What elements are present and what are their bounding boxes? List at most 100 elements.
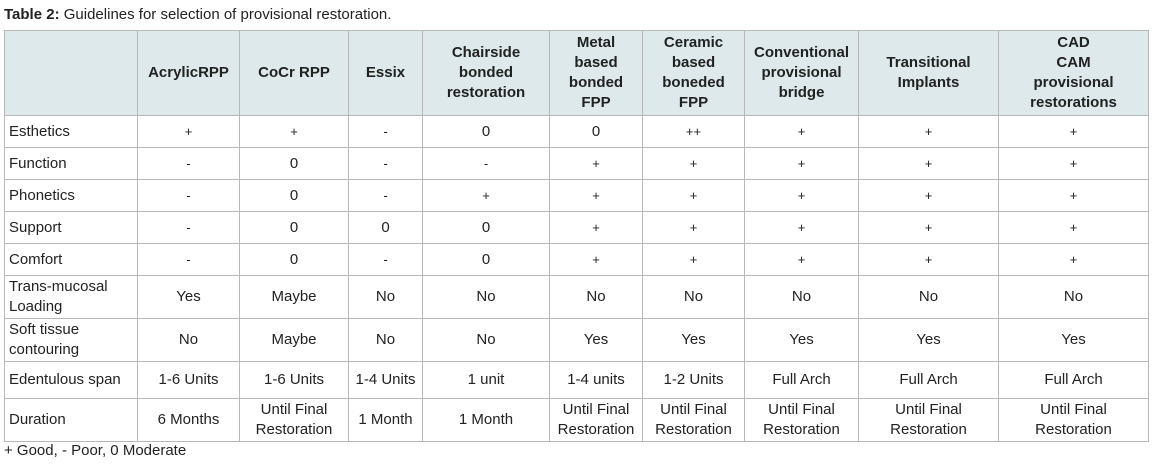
footnote: + Good, - Poor, 0 Moderate — [4, 442, 187, 459]
table-cell: 1 unit — [422, 361, 550, 399]
row-label: Trans-mucosal Loading — [4, 275, 138, 319]
column-header: Metal based bonded FPP — [549, 30, 643, 116]
table-row: Trans-mucosal Loading Yes Maybe No No No No No N… — [4, 275, 1149, 319]
row-label: Soft tissue contouring — [4, 318, 138, 362]
table-cell: + — [549, 243, 643, 276]
table-cell: 6 Months — [137, 398, 240, 442]
table-cell: + — [744, 243, 859, 276]
table-cell: + — [998, 243, 1149, 276]
table-cell: + — [998, 147, 1149, 180]
table-cell: + — [239, 115, 349, 148]
table-cell: - — [348, 115, 423, 148]
table-cell: + — [642, 147, 745, 180]
caption-text: Guidelines for selection of provisional … — [59, 6, 392, 23]
table-cell: No — [422, 318, 550, 362]
table-cell: 0 — [549, 115, 643, 148]
table-cell: No — [549, 275, 643, 319]
table-cell: No — [642, 275, 745, 319]
table-cell: Until Final Restoration — [998, 398, 1149, 442]
table-cell: + — [998, 115, 1149, 148]
column-header: Chairside bonded restoration — [422, 30, 550, 116]
column-header: AcrylicRPP — [137, 30, 240, 116]
table-cell: 0 — [348, 211, 423, 244]
table-row: Soft tissue contouring No Maybe No No Yes Yes Y… — [4, 318, 1149, 362]
column-header: Essix — [348, 30, 423, 116]
table-cell: Yes — [744, 318, 859, 362]
table-cell: + — [549, 179, 643, 212]
table-row: Duration 6 Months Until Final Restoration 1… — [4, 398, 1149, 442]
table-cell: - — [137, 243, 240, 276]
row-label: Comfort — [4, 243, 138, 276]
table-cell: No — [348, 318, 423, 362]
table-cell: + — [642, 243, 745, 276]
table-cell: 0 — [239, 243, 349, 276]
row-label: Support — [4, 211, 138, 244]
table-cell: 1 Month — [422, 398, 550, 442]
table-row: Comfort -0-0 + + + + + — [4, 243, 1149, 276]
table-cell: 1 Month — [348, 398, 423, 442]
table-cell: + — [422, 179, 550, 212]
table-cell: + — [998, 211, 1149, 244]
table-cell: ++ — [642, 115, 745, 148]
column-header: Transitional Implants — [858, 30, 999, 116]
table-row: Function -0- - + + + + + — [4, 147, 1149, 180]
row-label: Phonetics — [4, 179, 138, 212]
table-cell: No — [998, 275, 1149, 319]
table-cell: Full Arch — [858, 361, 999, 399]
table-cell: + — [549, 147, 643, 180]
table-cell: Yes — [642, 318, 745, 362]
table-body: Esthetics + + -0 0 ++ + + + Function -0- - + + + + + Phon… — [4, 115, 1149, 442]
table-cell: No — [744, 275, 859, 319]
table-cell: + — [137, 115, 240, 148]
table-cell: 1-6 Units — [137, 361, 240, 399]
table-cell: + — [998, 179, 1149, 212]
table-cell: 0 — [422, 243, 550, 276]
table-cell: Maybe — [239, 318, 349, 362]
table-cell: + — [858, 147, 999, 180]
column-header: Ceramic based boneded FPP — [642, 30, 745, 116]
table-cell: + — [744, 211, 859, 244]
table-cell: Until Final Restoration — [239, 398, 349, 442]
table-cell: 0 — [239, 179, 349, 212]
table-cell: + — [642, 211, 745, 244]
table-cell: No — [137, 318, 240, 362]
table-cell: 1-4 units — [549, 361, 643, 399]
table-cell: 0 — [239, 211, 349, 244]
table-cell: - — [348, 179, 423, 212]
table-cell: + — [744, 147, 859, 180]
table-cell: 0 — [422, 211, 550, 244]
table-cell: Yes — [858, 318, 999, 362]
table-cell: - — [348, 147, 423, 180]
table-cell: Yes — [549, 318, 643, 362]
table-cell: Yes — [998, 318, 1149, 362]
table-row: Edentulous span 1-6 Units 1-6 Units 1-4 Uni… — [4, 361, 1149, 399]
table-cell: 1-6 Units — [239, 361, 349, 399]
row-label: Esthetics — [4, 115, 138, 148]
table-cell: - — [137, 147, 240, 180]
table-cell: - — [137, 179, 240, 212]
table-cell: No — [422, 275, 550, 319]
row-label: Duration — [4, 398, 138, 442]
table-cell: + — [858, 179, 999, 212]
table-cell: Until Final Restoration — [642, 398, 745, 442]
guidelines-table: AcrylicRPP CoCr RPP Essix Chairside bonded … — [4, 30, 1149, 442]
caption-label: Table 2: — [4, 6, 60, 23]
table-cell: + — [549, 211, 643, 244]
table-cell: + — [744, 179, 859, 212]
table-cell: - — [422, 147, 550, 180]
table-cell: - — [348, 243, 423, 276]
table-cell: Full Arch — [998, 361, 1149, 399]
row-label: Function — [4, 147, 138, 180]
table-cell: 1-2 Units — [642, 361, 745, 399]
table-cell: + — [642, 179, 745, 212]
table-caption: Table 2: Guidelines for selection of pro… — [4, 6, 391, 23]
table-cell: No — [858, 275, 999, 319]
table-cell: 0 — [422, 115, 550, 148]
header-row: AcrylicRPP CoCr RPP Essix Chairside bonded … — [4, 30, 1149, 116]
row-label: Edentulous span — [4, 361, 138, 399]
table-cell: No — [348, 275, 423, 319]
table-cell: Until Final Restoration — [549, 398, 643, 442]
table-cell: + — [744, 115, 859, 148]
column-header — [4, 30, 138, 116]
table-cell: + — [858, 211, 999, 244]
